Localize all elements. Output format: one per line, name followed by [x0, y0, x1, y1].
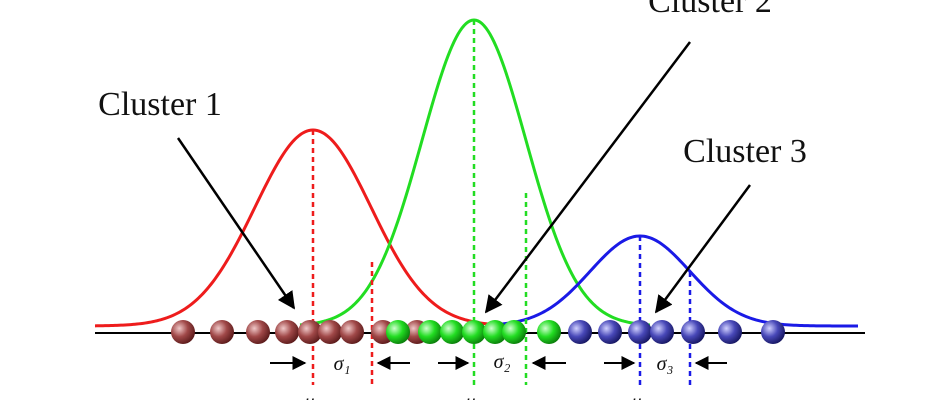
point — [483, 320, 507, 344]
arrow — [176, 137, 296, 310]
point — [537, 320, 561, 344]
cluster-label: Cluster 1 — [98, 86, 222, 123]
mu-label: μ₃ — [631, 391, 649, 400]
bell-curve — [499, 234, 858, 328]
point — [681, 320, 705, 344]
sigma-label: σ₁ — [334, 353, 351, 375]
mu-label: μ₂ — [465, 391, 483, 400]
mu-label: μ₁ — [304, 391, 322, 400]
sigma-label: σ₃ — [657, 353, 674, 375]
point — [568, 320, 592, 344]
point — [246, 320, 270, 344]
point — [340, 320, 364, 344]
point — [761, 320, 785, 344]
arrow — [484, 41, 691, 314]
point — [386, 320, 410, 344]
bell-curve — [94, 128, 520, 328]
data-points — [171, 320, 785, 344]
sigma-label: σ₂ — [494, 351, 511, 373]
point — [210, 320, 234, 344]
point — [318, 320, 342, 344]
arrow — [654, 184, 752, 314]
point — [598, 320, 622, 344]
point — [171, 320, 195, 344]
point — [298, 320, 322, 344]
point — [628, 320, 652, 344]
point — [275, 320, 299, 344]
cluster-label: Cluster 2 — [648, 0, 772, 20]
point — [650, 320, 674, 344]
point — [718, 320, 742, 344]
pointer-arrows — [176, 41, 752, 314]
point — [418, 320, 442, 344]
point — [462, 320, 486, 344]
point — [502, 320, 526, 344]
point — [440, 320, 464, 344]
curves — [94, 18, 858, 328]
cluster-label: Cluster 3 — [683, 133, 807, 170]
